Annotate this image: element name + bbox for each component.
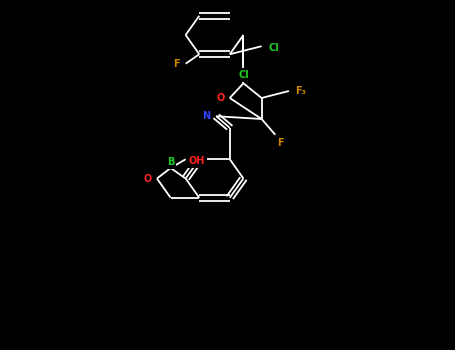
Text: O: O <box>217 93 225 103</box>
Text: Cl: Cl <box>268 43 279 53</box>
Text: N: N <box>202 111 210 121</box>
Text: O: O <box>144 174 152 183</box>
Text: F₃: F₃ <box>295 86 306 96</box>
Text: OH: OH <box>189 156 205 166</box>
Text: F: F <box>278 138 284 148</box>
Text: B: B <box>167 157 174 167</box>
Text: F: F <box>173 59 180 69</box>
Text: Cl: Cl <box>238 70 249 80</box>
